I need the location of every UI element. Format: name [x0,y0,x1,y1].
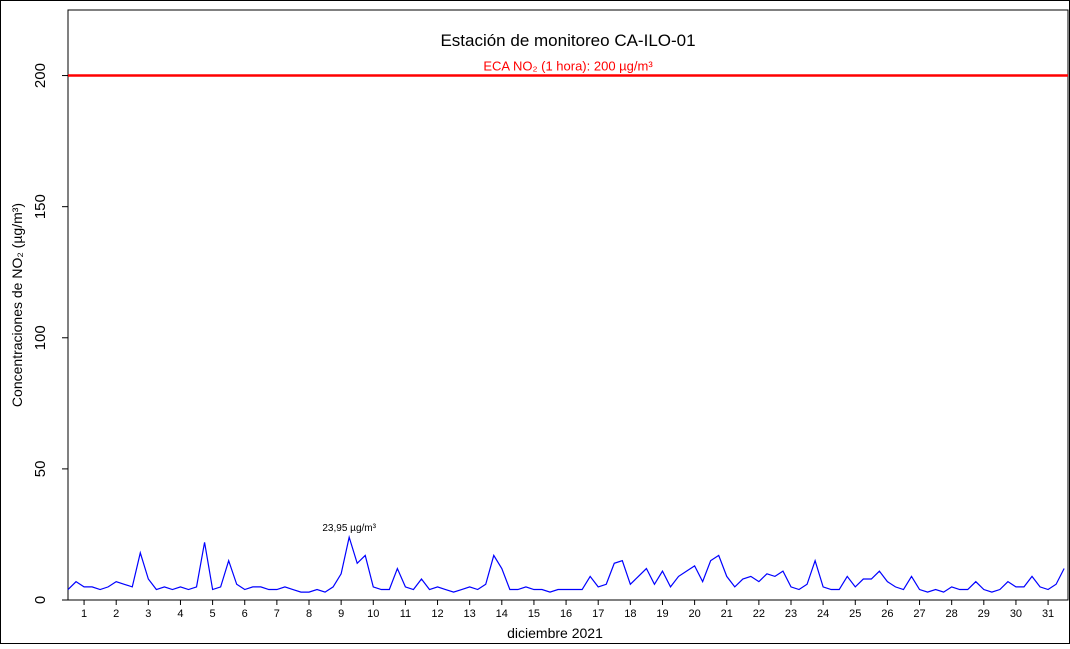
x-tick-label: 12 [431,608,443,620]
x-tick-label: 9 [338,608,344,620]
x-tick-label: 18 [624,608,636,620]
x-tick-label: 2 [113,608,119,620]
y-tick-label: 100 [32,325,49,350]
x-tick-label: 25 [849,608,861,620]
chart-title: Estación de monitoreo CA-ILO-01 [440,31,695,50]
x-tick-label: 3 [145,608,151,620]
threshold-label: ECA NO₂ (1 hora): 200 µg/m³ [483,59,653,74]
y-tick-label: 150 [32,194,49,219]
x-tick-label: 17 [592,608,604,620]
x-tick-label: 21 [721,608,733,620]
x-tick-label: 30 [1010,608,1022,620]
x-tick-label: 6 [242,608,248,620]
x-tick-label: 7 [274,608,280,620]
x-tick-label: 15 [528,608,540,620]
x-tick-label: 8 [306,608,312,620]
x-tick-label: 26 [881,608,893,620]
y-tick-label: 0 [32,596,49,604]
x-tick-label: 27 [913,608,925,620]
annotation: 23,95 µg/m³ [322,523,376,534]
x-tick-label: 19 [656,608,668,620]
x-tick-label: 28 [946,608,958,620]
y-tick-label: 200 [32,63,49,88]
x-tick-label: 31 [1042,608,1054,620]
x-tick-label: 14 [496,608,508,620]
data-line [67,534,1065,593]
x-tick-label: 22 [753,608,765,620]
x-tick-label: 5 [210,608,216,620]
x-tick-label: 10 [367,608,379,620]
plot-frame [67,9,1069,601]
x-axis-label: diciembre 2021 [507,625,603,641]
x-tick-label: 4 [177,608,183,620]
x-tick-label: 29 [978,608,990,620]
x-tick-label: 20 [688,608,700,620]
y-tick-label: 50 [32,461,49,478]
x-tick-label: 11 [400,608,411,620]
x-tick-label: 13 [464,608,476,620]
x-tick-label: 16 [560,608,572,620]
x-tick-label: 24 [817,608,829,620]
y-axis-label: Concentraciones de NO₂ (µg/m³) [9,203,25,407]
x-tick-label: 23 [785,608,797,620]
x-tick-label: 1 [81,608,87,620]
